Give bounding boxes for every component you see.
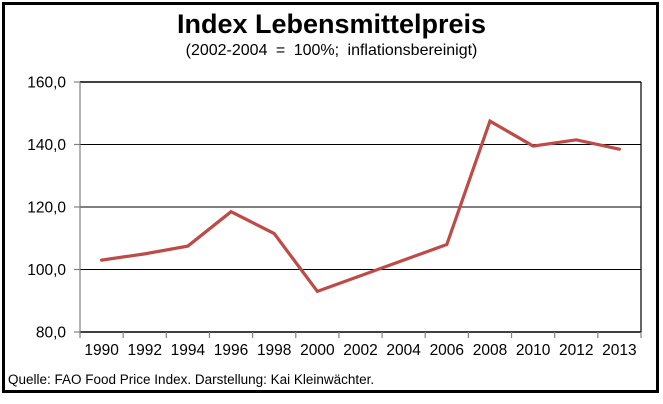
- y-axis-label: 120,0: [27, 200, 66, 217]
- x-axis-label: 1990: [84, 342, 119, 359]
- x-axis-label: 2010: [516, 342, 551, 359]
- y-axis-label: 100,0: [27, 262, 66, 279]
- y-axis-label: 80,0: [36, 325, 67, 342]
- x-axis-label: 1996: [214, 342, 248, 359]
- y-axis-label: 160,0: [27, 75, 66, 92]
- x-axis-label: 2012: [559, 342, 593, 359]
- x-axis-label: 1992: [127, 342, 161, 359]
- x-axis-label: 1994: [171, 342, 206, 359]
- chart-subtitle: (2002-2004 = 100%; inflationsbereinigt): [185, 42, 478, 59]
- x-axis-label: 2006: [430, 342, 464, 359]
- x-axis-label: 2000: [300, 342, 335, 359]
- chart-title: Index Lebensmittelpreis: [176, 9, 487, 39]
- y-axis-label: 140,0: [27, 137, 66, 154]
- x-axis-label: 2004: [386, 342, 421, 359]
- x-axis-label: 1998: [257, 342, 291, 359]
- x-axis-label: 2002: [343, 342, 377, 359]
- x-axis-label: 2013: [602, 342, 636, 359]
- food-price-index-series: [99, 118, 622, 294]
- source-caption: Quelle: FAO Food Price Index. Darstellun…: [8, 372, 375, 387]
- chart-frame: [2, 2, 659, 393]
- x-axis-label: 2008: [473, 342, 507, 359]
